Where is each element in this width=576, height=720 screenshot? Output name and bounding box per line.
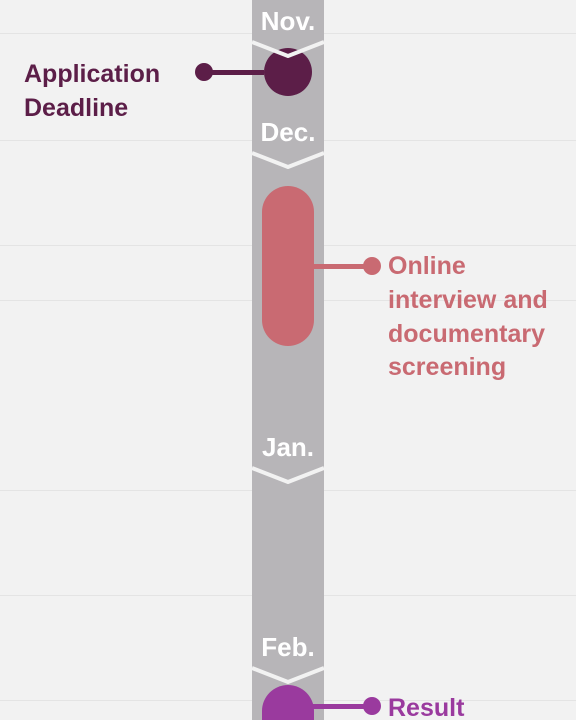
event-connector-result	[312, 704, 368, 709]
event-label-online-interview: Online interview and documentary screeni…	[388, 250, 560, 385]
month-chevron	[252, 151, 324, 169]
month-chevron	[252, 40, 324, 58]
event-connector-dot-online-interview	[363, 257, 381, 275]
event-connector-online-interview	[312, 264, 368, 269]
event-marker-online-interview	[262, 186, 314, 346]
month-label: Dec.	[252, 117, 324, 148]
month-label: Jan.	[252, 432, 324, 463]
event-label-result: Result	[388, 692, 558, 720]
month-label: Feb.	[252, 632, 324, 663]
event-label-application-deadline: ApplicationDeadline	[24, 58, 194, 126]
event-connector-dot-result	[363, 697, 381, 715]
event-connector-application-deadline	[208, 70, 264, 75]
month-label: Nov.	[252, 6, 324, 37]
timeline-bar	[252, 0, 324, 720]
month-chevron	[252, 466, 324, 484]
event-connector-dot-application-deadline	[195, 63, 213, 81]
month-chevron	[252, 666, 324, 684]
